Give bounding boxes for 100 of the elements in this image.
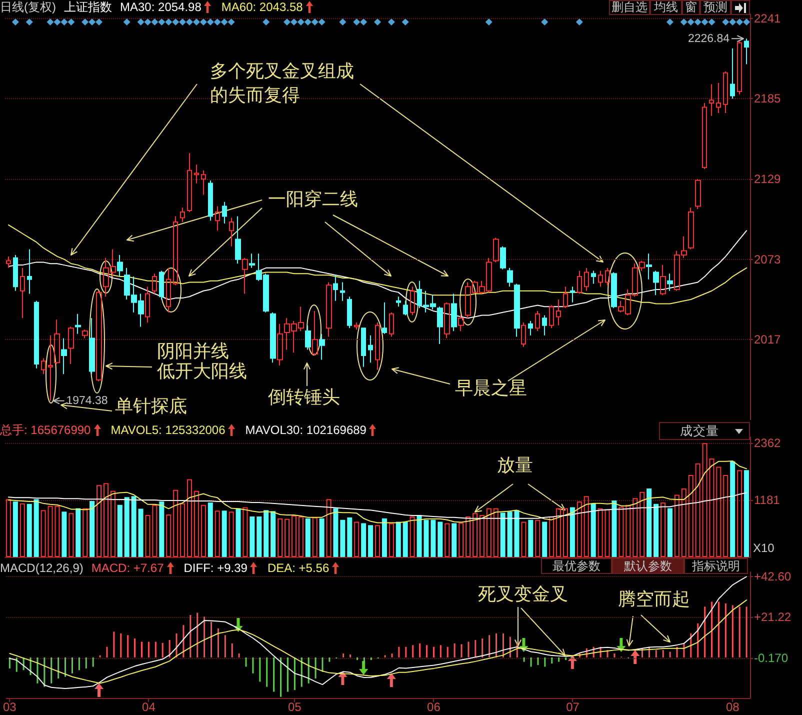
bar — [6, 499, 11, 557]
bar — [438, 522, 443, 557]
candlestick — [6, 256, 11, 268]
x-tick-label: 07 — [566, 700, 580, 714]
candlestick — [82, 329, 88, 339]
annotation: 一阳穿二线 — [268, 189, 358, 210]
candlestick — [688, 207, 694, 250]
annotation: 腾空而起 — [618, 589, 690, 610]
button: 指标说明 — [684, 558, 748, 574]
candlestick — [382, 302, 387, 334]
bar — [312, 517, 318, 557]
bar — [452, 523, 457, 557]
candlestick — [458, 314, 464, 332]
candlestick — [410, 286, 415, 316]
bar — [570, 507, 575, 557]
bar — [347, 517, 352, 557]
text: 总手: 165676990 — [0, 423, 91, 437]
candlestick — [570, 286, 575, 303]
bar — [514, 510, 520, 557]
y-tick-label: 2362 — [754, 436, 782, 450]
bar — [361, 523, 366, 557]
bar — [528, 520, 534, 557]
bar — [20, 503, 25, 557]
annotation: 2226.84 — [688, 32, 730, 46]
bar — [410, 516, 415, 557]
bar — [576, 501, 582, 557]
bar — [82, 508, 88, 557]
bar — [264, 510, 269, 557]
bar — [103, 483, 108, 557]
candlestick — [68, 326, 74, 365]
candlestick — [535, 310, 540, 332]
candlestick — [340, 282, 345, 302]
candlestick — [667, 273, 673, 292]
bar — [284, 518, 290, 557]
bar — [688, 474, 694, 557]
candlestick — [242, 257, 248, 294]
bar — [632, 498, 638, 557]
bar — [90, 501, 95, 557]
text: MA60: 2043.58 — [221, 0, 303, 14]
candlestick — [312, 310, 318, 356]
bar — [375, 525, 380, 557]
bar — [542, 522, 548, 557]
candlestick — [347, 296, 352, 329]
bar — [26, 504, 32, 557]
bar — [598, 508, 603, 557]
candlestick — [277, 323, 283, 366]
candlestick — [361, 328, 366, 368]
text: MA30: 2054.98 — [120, 0, 202, 14]
candlestick — [493, 237, 499, 263]
candlestick — [500, 246, 506, 270]
bar — [278, 518, 283, 557]
candlestick — [598, 270, 603, 288]
button: 最优参数 — [541, 558, 612, 574]
bar — [660, 502, 666, 557]
candlestick — [563, 286, 568, 309]
candlestick — [145, 286, 150, 323]
bar — [382, 518, 387, 557]
bar — [40, 510, 46, 557]
annotation: 放量 — [497, 455, 533, 476]
bar — [298, 516, 304, 557]
y-tick-label: 2129 — [754, 172, 782, 186]
bar — [444, 523, 450, 557]
x-tick-label: 06 — [427, 700, 441, 714]
bar — [152, 504, 158, 557]
bar — [319, 518, 324, 557]
bar — [674, 494, 680, 557]
bar — [200, 504, 206, 557]
candlestick — [173, 216, 178, 286]
annotation: 默认参数 — [624, 558, 672, 572]
bar — [654, 504, 659, 557]
bar — [716, 466, 722, 557]
candlestick — [521, 322, 526, 348]
bar — [730, 461, 736, 557]
candlestick — [166, 267, 171, 313]
button: 均线 — [650, 0, 682, 15]
bar — [396, 522, 401, 557]
candlestick — [180, 207, 185, 223]
line-series — [8, 492, 748, 519]
annotation: 单针探底 — [115, 396, 187, 417]
text: DEA: +5.56 — [267, 561, 330, 575]
candlestick — [305, 324, 311, 350]
candlestick — [577, 270, 582, 294]
bar — [159, 501, 164, 557]
candlestick — [653, 270, 659, 296]
bar — [291, 515, 296, 557]
candlestick — [549, 304, 554, 329]
candlestick — [591, 270, 596, 284]
bar — [368, 525, 374, 557]
candlestick — [249, 253, 255, 268]
candlestick — [270, 312, 276, 364]
text: MACD: +7.67 — [91, 561, 164, 575]
candlestick — [507, 267, 513, 288]
candlestick — [34, 300, 39, 369]
candlestick — [333, 274, 338, 302]
bar — [723, 474, 728, 557]
candlestick — [528, 320, 533, 336]
candlestick — [730, 48, 735, 100]
x-tick-label: 08 — [726, 700, 740, 714]
text: DIFF: +9.39 — [184, 561, 248, 575]
y-tick-label: 2241 — [754, 11, 782, 26]
